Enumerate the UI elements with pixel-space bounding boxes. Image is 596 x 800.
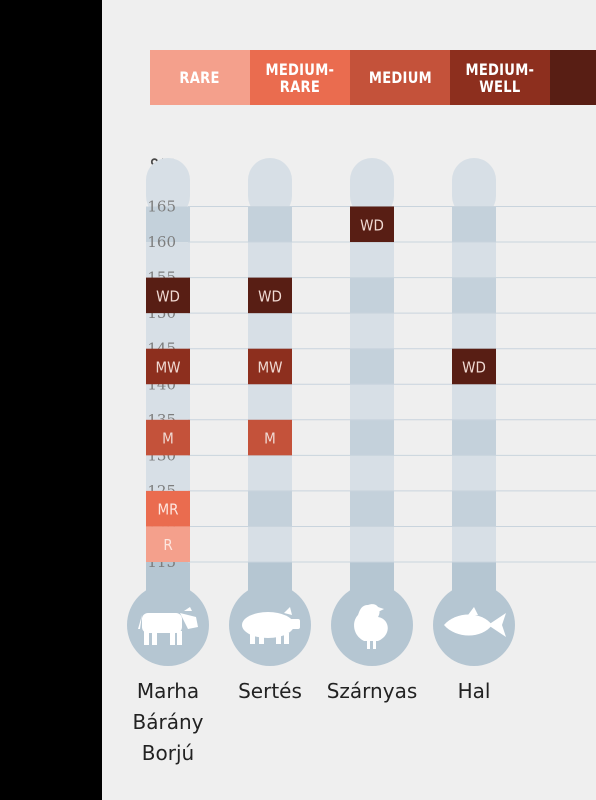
legend-label: RARE (179, 68, 221, 87)
category-label: Marha Bárány Borjú (132, 679, 204, 765)
thermometer-band (452, 490, 496, 527)
thermometer-band (248, 490, 292, 527)
thermometer-band (248, 242, 292, 278)
thermometer-band (350, 526, 394, 562)
thermometer-band (146, 313, 190, 349)
thermometer-band (452, 206, 496, 243)
thermometer-tube-cap (452, 158, 496, 218)
doneness-mark (146, 277, 190, 314)
doneness-mark-label: MR (157, 501, 178, 519)
thermometer-tube-cap (146, 158, 190, 218)
doneness-mark-label: MW (156, 358, 181, 376)
thermometer-band (350, 455, 394, 491)
doneness-mark-label: M (162, 430, 174, 448)
thermometer-band (248, 455, 292, 491)
legend-m: MEDIUM (350, 50, 450, 105)
thermometer-band (452, 526, 496, 562)
thermometer-band (146, 384, 190, 420)
doneness-mark (146, 490, 190, 527)
doneness-legend: RARE MEDIUM- RARE MEDIUM MEDIUM- WELL WE DO (150, 50, 596, 105)
thermometer-chart: 165160155150145140135130125120115WDMWMMR… (127, 158, 596, 666)
doneness-mark (452, 348, 496, 385)
doneness-mark (146, 419, 190, 456)
doneness-mark-label: R (163, 536, 172, 554)
category-label: Sertés (238, 679, 302, 703)
doneness-mark (248, 419, 292, 456)
doneness-mark (248, 277, 292, 314)
thermometer-band (350, 419, 394, 456)
legend-label: MEDIUM (368, 68, 432, 87)
thermometer-band (248, 384, 292, 420)
legend-mw: MEDIUM- WELL (450, 50, 550, 105)
thermometer-band (452, 419, 496, 456)
category-label: Hal (457, 679, 491, 703)
thermometer-band (452, 277, 496, 314)
doneness-mark (146, 526, 190, 562)
thermometer-band (350, 384, 394, 420)
legend-label: MEDIUM- RARE (265, 59, 335, 96)
thermometer-band (452, 313, 496, 349)
thermometer-tube-cap (350, 158, 394, 218)
thermometer-band (350, 242, 394, 278)
thermometer-band (248, 526, 292, 562)
pig-icon (242, 607, 300, 644)
legend-label: MEDIUM- WELL (465, 59, 535, 96)
doneness-mark-label: M (264, 430, 276, 448)
fish-icon (444, 607, 506, 637)
chicken-icon (354, 604, 388, 649)
thermometer-band (248, 206, 292, 243)
thermometer-band (248, 313, 292, 349)
thermometer-band (146, 206, 190, 243)
thermometer-band (146, 455, 190, 491)
legend-r: RARE (150, 50, 250, 105)
thermometer-band (146, 242, 190, 278)
thermometer-band (452, 242, 496, 278)
doneness-mark-label: WD (258, 287, 282, 305)
category-label: Szárnyas (326, 679, 418, 703)
cow-icon (138, 607, 198, 645)
thermometer-band (350, 277, 394, 314)
doneness-mark (248, 348, 292, 385)
thermometer-band (350, 348, 394, 385)
y-tick-label: 160 (147, 233, 176, 251)
doneness-mark-label: WD (360, 216, 384, 234)
thermometer-band (350, 313, 394, 349)
doneness-mark-label: WD (462, 358, 486, 376)
doneness-mark (146, 348, 190, 385)
thermometer-band (452, 384, 496, 420)
doneness-mark-label: WD (156, 287, 180, 305)
thermometer-band (350, 490, 394, 527)
legend-wd: WE DO (550, 50, 596, 105)
y-tick-label: 165 (147, 198, 176, 216)
doneness-mark (350, 206, 394, 243)
thermometer-band (452, 455, 496, 491)
doneness-mark-label: MW (258, 358, 283, 376)
thermometer-tube-cap (248, 158, 292, 218)
legend-mr: MEDIUM- RARE (250, 50, 350, 105)
